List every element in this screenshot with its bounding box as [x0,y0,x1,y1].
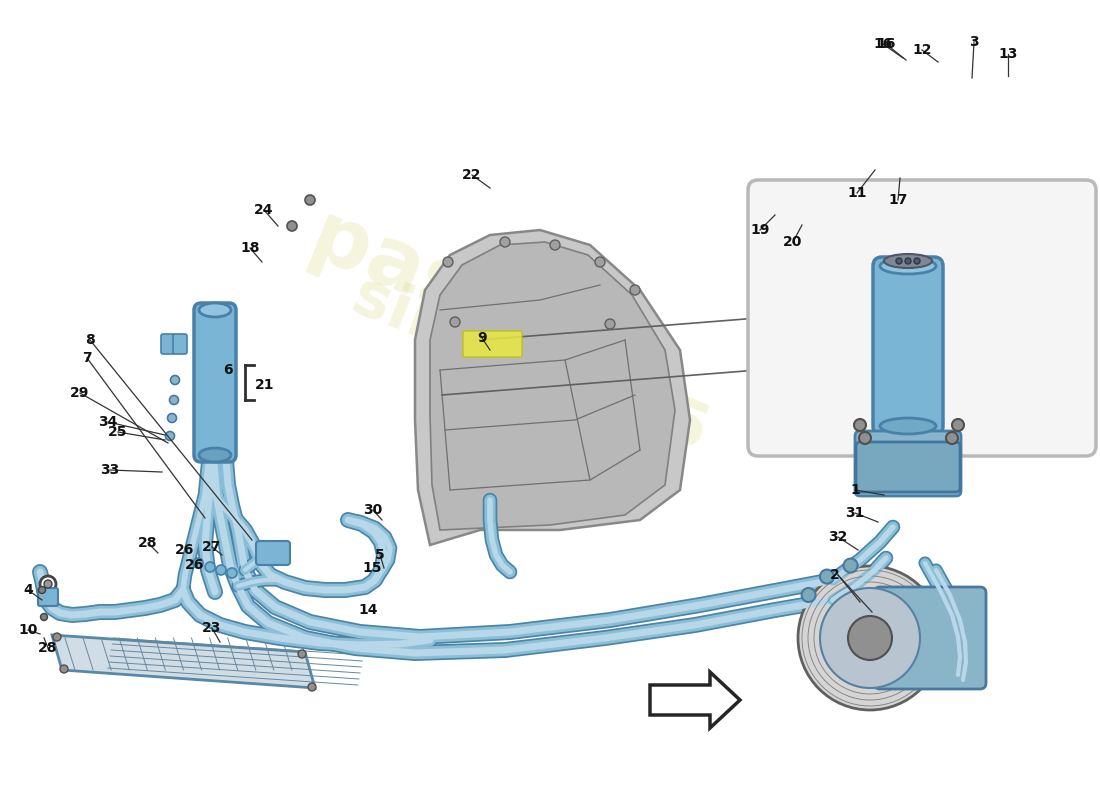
Circle shape [216,565,225,575]
FancyBboxPatch shape [463,331,522,357]
Text: 32: 32 [828,530,848,544]
Circle shape [308,683,316,691]
Text: 29: 29 [70,386,90,400]
Circle shape [287,221,297,231]
Circle shape [802,588,815,602]
Circle shape [39,586,45,594]
Text: 19: 19 [750,223,770,237]
FancyBboxPatch shape [855,431,961,496]
Text: 30: 30 [363,503,383,517]
Text: since 1985: since 1985 [343,266,716,463]
FancyBboxPatch shape [856,442,960,492]
Circle shape [605,319,615,329]
Text: 26: 26 [175,543,195,557]
Text: 28: 28 [39,641,57,655]
Text: 34: 34 [98,415,118,429]
Ellipse shape [884,254,932,268]
Text: 9: 9 [477,331,487,345]
Circle shape [40,576,56,592]
Text: 5: 5 [375,548,385,562]
Polygon shape [415,230,690,545]
Circle shape [820,570,834,583]
Text: 11: 11 [847,186,867,200]
Circle shape [298,650,306,658]
Text: 15: 15 [362,561,382,575]
Circle shape [44,580,52,588]
Text: 27: 27 [202,540,222,554]
Circle shape [305,195,315,205]
FancyBboxPatch shape [161,334,175,354]
FancyBboxPatch shape [194,303,236,462]
Text: 6: 6 [223,363,233,377]
Circle shape [848,616,892,660]
Text: passion: passion [297,197,662,407]
Ellipse shape [880,258,936,274]
Circle shape [192,558,204,568]
Polygon shape [430,242,675,530]
Ellipse shape [880,418,936,434]
Text: 8: 8 [85,333,95,347]
Text: 2: 2 [830,568,840,582]
Circle shape [914,258,920,264]
Text: 33: 33 [100,463,120,477]
Circle shape [798,566,942,710]
Text: 20: 20 [783,235,803,249]
Text: 28: 28 [139,536,157,550]
Circle shape [170,375,179,385]
Polygon shape [650,672,740,728]
Circle shape [53,633,60,641]
Circle shape [205,562,214,572]
Circle shape [165,431,175,441]
Text: 25: 25 [108,425,128,439]
Text: 4: 4 [23,583,33,597]
Circle shape [905,258,911,264]
Text: 13: 13 [999,47,1018,61]
Circle shape [169,395,178,405]
Circle shape [167,414,176,422]
Circle shape [859,432,871,444]
Text: 10: 10 [19,623,37,637]
Text: 7: 7 [82,351,91,365]
Circle shape [844,558,858,573]
Text: 14: 14 [359,603,377,617]
Text: 31: 31 [845,506,865,520]
Circle shape [854,419,866,431]
Circle shape [227,568,236,578]
Circle shape [450,317,460,327]
FancyBboxPatch shape [39,588,58,606]
Ellipse shape [199,448,231,462]
FancyBboxPatch shape [256,541,290,565]
Circle shape [550,240,560,250]
Text: 24: 24 [254,203,274,217]
Circle shape [630,285,640,295]
Text: 18: 18 [240,241,260,255]
FancyBboxPatch shape [874,587,986,689]
Circle shape [443,257,453,267]
Circle shape [820,588,920,688]
Polygon shape [52,635,315,688]
Text: 26: 26 [185,558,205,572]
Text: 23: 23 [202,621,222,635]
Circle shape [500,237,510,247]
Circle shape [946,432,958,444]
Text: 22: 22 [462,168,482,182]
Circle shape [896,258,902,264]
Circle shape [595,257,605,267]
Circle shape [60,665,68,673]
Text: 1: 1 [850,483,860,497]
FancyBboxPatch shape [873,257,943,435]
Circle shape [41,614,47,621]
Ellipse shape [199,303,231,317]
Text: 12: 12 [912,43,932,57]
Text: 3: 3 [969,35,979,49]
Text: 16: 16 [877,37,895,51]
Text: 17: 17 [889,193,908,207]
Text: 21: 21 [255,378,275,392]
FancyBboxPatch shape [173,334,187,354]
Circle shape [952,419,964,431]
Text: 16: 16 [873,37,893,51]
FancyBboxPatch shape [748,180,1096,456]
